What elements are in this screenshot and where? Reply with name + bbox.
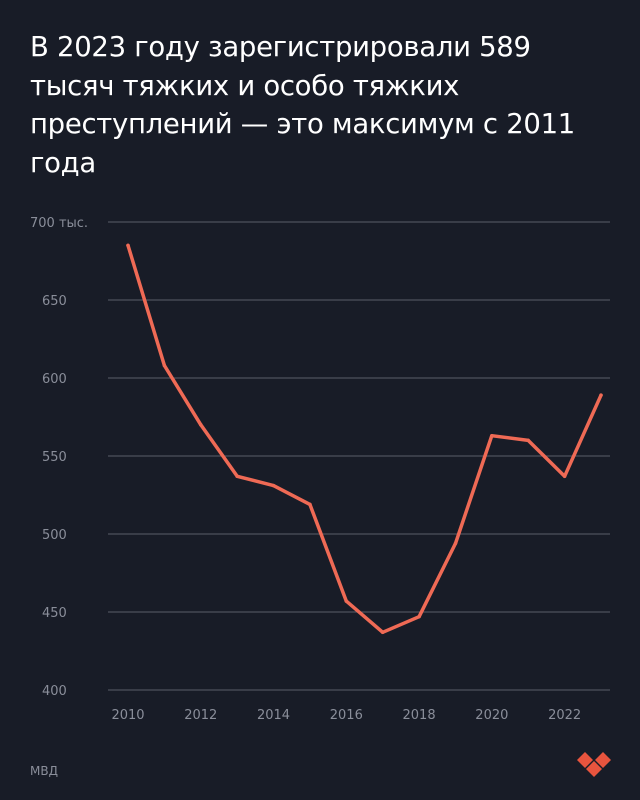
series-line (126, 243, 603, 635)
data-point-2018 (417, 614, 421, 619)
x-tick-label: 2020 (475, 708, 508, 723)
gridlines (108, 221, 610, 691)
y-tick-label: 550 (42, 450, 67, 465)
data-point-2016 (344, 599, 349, 603)
data-point-2014 (271, 483, 276, 488)
data-point-2023 (599, 393, 603, 397)
brand-heart-logo-icon (577, 752, 611, 777)
data-point-2019 (453, 541, 458, 546)
data-point-2013 (235, 474, 239, 479)
logo-diamond-left (577, 752, 593, 768)
y-tick-label: 600 (42, 372, 67, 387)
data-point-2021 (526, 438, 530, 443)
chart-title: В 2023 году зарегистрировали 589 тысяч т… (30, 31, 575, 179)
data-point-2022 (562, 474, 567, 479)
data-point-2020 (490, 433, 494, 438)
x-tick-label: 2018 (403, 708, 436, 723)
y-tick-label: 450 (42, 606, 67, 621)
y-tick-label: 400 (42, 684, 67, 699)
x-tick-label: 2022 (548, 708, 581, 723)
data-point-2015 (308, 502, 312, 507)
y-tick-label: 500 (42, 528, 67, 543)
y-tick-label: 650 (42, 294, 67, 309)
logo-diamond-right (595, 752, 611, 768)
x-tick-label: 2016 (330, 708, 363, 723)
data-point-2010 (126, 243, 130, 248)
source-label: МВД (30, 764, 58, 778)
x-tick-label: 2012 (184, 708, 217, 723)
x-axis-tick-labels: 2010 2012 2014 2016 2018 2020 2022 (111, 708, 581, 723)
data-point-2017 (380, 630, 385, 635)
y-tick-label: 700 тыс. (30, 216, 88, 231)
data-point-2011 (162, 363, 167, 368)
y-axis-tick-labels: 400 450 500 550 600 650 700 тыс. (30, 216, 88, 699)
x-tick-label: 2014 (257, 708, 290, 723)
logo-diamond-bottom (586, 761, 602, 777)
series-layer (126, 243, 603, 635)
data-point-2012 (199, 423, 203, 427)
x-tick-label: 2010 (111, 708, 144, 723)
